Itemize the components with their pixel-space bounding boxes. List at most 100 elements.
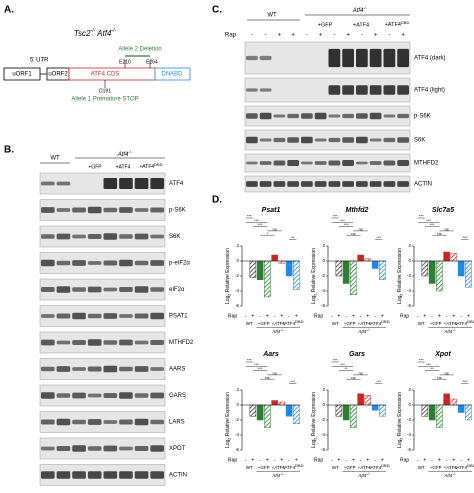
rap-sign: -	[360, 313, 362, 319]
rap-sign: +	[295, 457, 298, 463]
group-label: +ATF4DBD	[368, 463, 390, 470]
group-label: +ATF4	[358, 465, 372, 470]
rap-sign: -	[417, 313, 419, 319]
blot-band	[314, 181, 327, 187]
sig-label: ***	[376, 235, 381, 240]
blot-band	[87, 393, 102, 398]
e264-label: E264	[146, 59, 158, 65]
y-tick-label: -6	[407, 303, 411, 308]
bar	[350, 260, 357, 295]
bar	[342, 404, 350, 421]
blot-band	[397, 181, 409, 187]
panel-label: A.	[4, 5, 14, 16]
group-label: +ATF4	[272, 321, 286, 326]
y-tick-label: 2	[236, 387, 239, 392]
blot-band	[119, 366, 133, 372]
blot-band	[314, 138, 327, 142]
bar	[335, 260, 343, 277]
sig-label: ***	[426, 362, 431, 367]
rap-sign: +	[438, 313, 441, 319]
blot-strip	[244, 175, 411, 193]
group-label: WT	[50, 156, 60, 162]
group-label: Atf4-/-	[352, 5, 368, 14]
row-label: GARS	[169, 393, 186, 399]
row-label: LARS	[169, 420, 185, 426]
rap-sign: +	[381, 457, 384, 463]
blot-band	[103, 313, 118, 319]
sig-label: **	[291, 235, 295, 240]
blot-band	[369, 85, 382, 95]
y-tick-label: -4	[235, 288, 239, 293]
blot-band	[56, 471, 71, 479]
sig-label: ***	[419, 358, 424, 363]
rap-sign: -	[274, 313, 276, 319]
y-tick-label: 2	[322, 243, 325, 248]
row-label: eIF2α	[169, 287, 185, 293]
lane-label: +ATF4	[353, 22, 369, 28]
genotype-title: Tsc2-/- Atf4-/-	[74, 28, 117, 38]
blot-band	[87, 471, 102, 479]
blot-band	[150, 339, 164, 346]
y-tick-label: -6	[321, 447, 325, 452]
rap-sign: +	[374, 33, 378, 39]
bar	[357, 254, 364, 262]
y-tick-label: 2	[322, 387, 325, 392]
blot-band	[356, 48, 368, 68]
row-label: XPOT	[169, 446, 186, 452]
rap-sign: +	[251, 313, 254, 319]
blot-band	[259, 88, 272, 92]
chart-title: Aars	[262, 351, 279, 358]
group-label: WT	[418, 465, 425, 470]
chart-title: Gars	[349, 351, 365, 358]
rap-sign: -	[345, 313, 347, 319]
blot-band	[259, 138, 272, 142]
blot-band	[41, 207, 55, 213]
rap-sign: +	[452, 457, 455, 463]
blot-band	[103, 365, 118, 373]
row-label: ACTIN	[414, 182, 432, 188]
uorf1-box	[3, 67, 41, 81]
blot-band	[87, 313, 102, 319]
group-label: Atf4-/-	[117, 149, 133, 158]
rap-sign: +	[266, 313, 269, 319]
bar	[443, 251, 450, 262]
rap-sign: -	[333, 33, 335, 39]
blot-band	[328, 48, 341, 68]
rap-sign: +	[266, 457, 269, 463]
blot-band	[383, 181, 396, 187]
bar	[249, 260, 257, 278]
sig-label: ***	[247, 358, 252, 363]
blot-band	[259, 55, 272, 61]
sig-label: ***	[254, 218, 259, 223]
bar	[335, 404, 343, 417]
sig-label: ns	[273, 226, 277, 231]
blot-band	[103, 445, 118, 452]
row-label: ACTIN	[169, 473, 187, 479]
row-label: PSAT1	[169, 314, 188, 320]
blot-band	[134, 393, 149, 398]
blot-band	[56, 260, 71, 266]
rap-sign: +	[278, 33, 282, 39]
group-label: +GFP	[344, 321, 356, 326]
blot-strip	[39, 305, 166, 327]
sig-label: ns	[351, 231, 355, 236]
y-tick-label: -4	[235, 432, 239, 437]
bar	[271, 254, 278, 262]
group-label: +GFP	[430, 321, 442, 326]
blot-band	[273, 181, 286, 187]
blot-strip	[39, 252, 166, 274]
group-label: +ATF4	[272, 465, 286, 470]
blot-band	[150, 367, 164, 371]
blot-band	[383, 137, 396, 143]
blot-band	[369, 112, 382, 120]
cds-label: ATF4 CDS	[91, 72, 120, 78]
rap-sign: +	[366, 457, 369, 463]
blot-band	[72, 287, 86, 292]
blot-band	[397, 113, 409, 119]
group-label: +ATF4DBD	[368, 319, 390, 326]
deletion-label: Allele 2 Deletion	[118, 47, 161, 53]
blot-strip	[39, 225, 166, 248]
rap-sign: +	[352, 313, 355, 319]
sig-label: ***	[333, 358, 338, 363]
